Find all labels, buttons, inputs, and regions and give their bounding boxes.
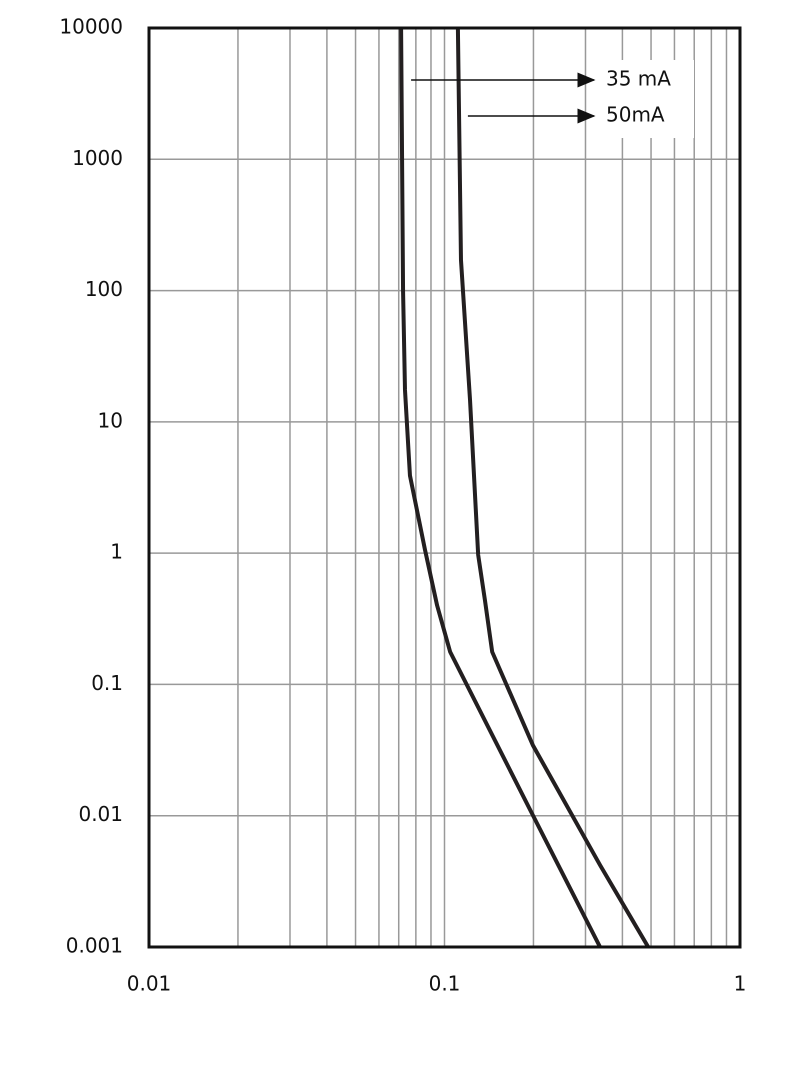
x-tick-label: 0.01 — [127, 972, 172, 996]
y-tick-label: 10000 — [59, 15, 123, 39]
y-tick-label: 1 — [110, 540, 123, 564]
y-tick-label: 0.1 — [91, 671, 123, 695]
y-tick-label: 1000 — [72, 146, 123, 170]
curve — [455, 27, 650, 949]
y-tick-label: 100 — [85, 277, 123, 301]
y-tick-label: 10 — [98, 408, 123, 432]
x-tick-label: 1 — [734, 972, 747, 996]
x-tick-label: 0.1 — [429, 972, 461, 996]
label-background — [598, 60, 694, 138]
series-label: 35 mA — [606, 67, 671, 91]
plot-frame — [147, 26, 742, 949]
curve — [399, 27, 602, 948]
y-tick-label: 0.001 — [66, 934, 123, 958]
y-tick-label: 0.01 — [78, 802, 123, 826]
series-label: 50mA — [606, 103, 665, 127]
